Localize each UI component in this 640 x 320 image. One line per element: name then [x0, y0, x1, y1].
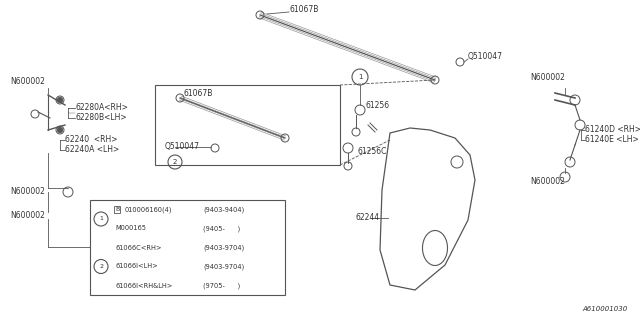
Text: B: B: [115, 207, 119, 212]
Text: 61256C: 61256C: [358, 148, 387, 156]
Circle shape: [57, 127, 63, 133]
Text: 61066C<RH>: 61066C<RH>: [115, 244, 161, 251]
Text: 62280B<LH>: 62280B<LH>: [75, 114, 127, 123]
Text: 61240E <LH>: 61240E <LH>: [585, 135, 639, 145]
Bar: [90, 200, 285, 295]
Text: 61066I<RH&LH>: 61066I<RH&LH>: [115, 283, 172, 289]
Text: 2: 2: [99, 264, 103, 269]
Text: 61067B: 61067B: [290, 5, 319, 14]
Text: (9403-9404): (9403-9404): [203, 206, 244, 213]
Text: (9705-      ): (9705- ): [203, 282, 240, 289]
Text: 62244: 62244: [356, 213, 380, 222]
Polygon shape: [380, 128, 475, 290]
Text: N600002: N600002: [530, 178, 565, 187]
Text: 010006160(4): 010006160(4): [125, 206, 173, 213]
Text: 62240A <LH>: 62240A <LH>: [65, 146, 119, 155]
Text: 62240  <RH>: 62240 <RH>: [65, 135, 118, 145]
Circle shape: [57, 97, 63, 103]
Text: A610001030: A610001030: [583, 306, 628, 312]
Text: 61067B: 61067B: [183, 90, 212, 99]
Text: Q510047: Q510047: [165, 142, 200, 151]
Text: M000165: M000165: [115, 226, 146, 231]
Text: N600002: N600002: [10, 211, 45, 220]
Text: 62280A<RH>: 62280A<RH>: [75, 103, 128, 113]
Text: 61240D <RH>: 61240D <RH>: [585, 125, 640, 134]
Ellipse shape: [422, 230, 447, 266]
Text: N600002: N600002: [10, 188, 45, 196]
Text: N600002: N600002: [10, 77, 45, 86]
Text: (9405-      ): (9405- ): [203, 225, 240, 232]
Bar: [155, 85, 340, 165]
Text: (9403-9704): (9403-9704): [203, 263, 244, 270]
Text: 1: 1: [99, 217, 103, 221]
Text: (9403-9704): (9403-9704): [203, 244, 244, 251]
Text: 61066I<LH>: 61066I<LH>: [115, 263, 157, 269]
Text: 2: 2: [173, 159, 177, 165]
Text: Q510047: Q510047: [468, 52, 503, 61]
Text: 1: 1: [358, 74, 362, 80]
Text: 61256: 61256: [365, 100, 389, 109]
Text: N600002: N600002: [530, 74, 565, 83]
